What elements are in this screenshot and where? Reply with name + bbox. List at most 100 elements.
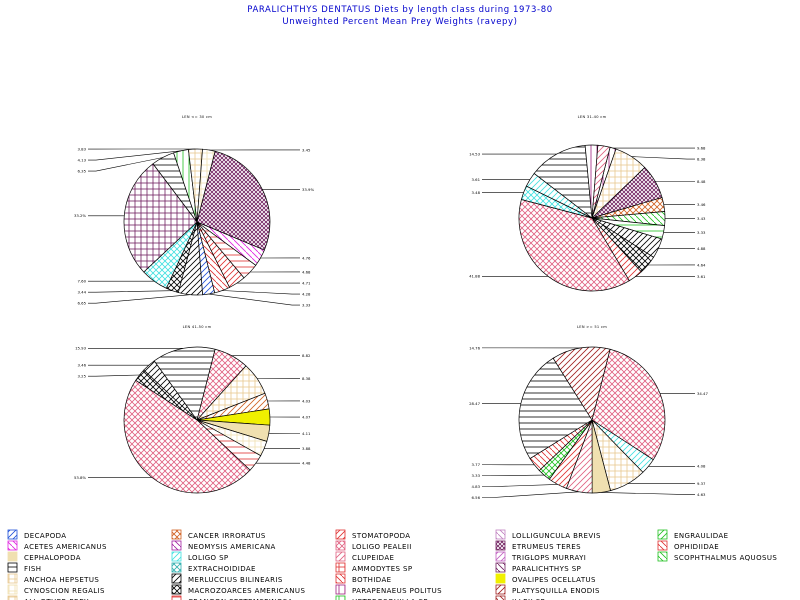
- legend-label: ETRUMEUS TERES: [512, 543, 581, 551]
- legend-label: ENGRAULIDAE: [674, 532, 728, 540]
- legend-swatch: [335, 529, 346, 540]
- legend-item: CANCER IRRORATUS: [171, 529, 266, 540]
- slice-label: 4.83: [472, 484, 481, 489]
- legend-label: CEPHALOPODA: [24, 554, 81, 562]
- legend-label: TRIGLOPS MURRAYI: [511, 554, 586, 562]
- legend-item: ALL OTHER PREY: [7, 595, 89, 600]
- legend-swatch: [7, 540, 18, 551]
- slice-label: 3.77: [472, 462, 481, 467]
- slice-label: 6.65: [78, 301, 87, 306]
- label-leader: [222, 290, 300, 295]
- label-leader: [88, 290, 173, 293]
- pie-slice: [591, 348, 666, 461]
- slice-label: 3.33: [472, 473, 481, 478]
- legend-item: ENGRAULIDAE: [657, 529, 728, 540]
- pie-title: LEN <= 30 cm: [182, 115, 212, 119]
- legend-item: CYNOSCION REGALIS: [7, 584, 105, 595]
- legend-label: DECAPODA: [24, 532, 66, 540]
- slice-label: 3.45: [302, 147, 311, 152]
- legend-item: EXTRACHOIDIDAE: [171, 562, 256, 573]
- legend-item: PARALICHTHYS SP: [495, 562, 581, 573]
- slice-label: 6.56: [472, 495, 481, 500]
- slice-label: 4.11: [302, 431, 311, 436]
- legend-swatch: [171, 573, 182, 584]
- label-leader: [482, 474, 545, 477]
- legend-item: CEPHALOPODA: [7, 551, 81, 562]
- legend-label: HETEROSQUILLA SP: [352, 598, 428, 600]
- slice-label: 3.25: [78, 374, 87, 379]
- legend-swatch: [495, 551, 506, 562]
- slice-label: 4.48: [302, 461, 311, 466]
- legend-label: CANCER IRRORATUS: [188, 532, 266, 540]
- slice-label: 4.64: [697, 262, 706, 267]
- legend-swatch: [7, 573, 18, 584]
- legend-swatch: [657, 551, 668, 562]
- legend-item: LOLIGO SP: [171, 551, 228, 562]
- legend-label: FISH: [24, 565, 41, 573]
- legend-label: ILLEX SP: [512, 598, 545, 600]
- legend-swatch: [335, 584, 346, 595]
- legend-label: MERLUCCIUS BILINEARIS: [188, 576, 283, 584]
- slice-label: 41.88: [469, 274, 480, 279]
- legend-swatch: [7, 551, 18, 562]
- legend-swatch: [495, 595, 506, 600]
- legend-item: PLATYSQUILLA ENODIS: [495, 584, 600, 595]
- legend-item: TRIGLOPS MURRAYI: [495, 551, 586, 562]
- legend-swatch: [171, 595, 182, 600]
- legend-item: FISH: [7, 562, 41, 573]
- legend-item: AMMODYTES SP: [335, 562, 412, 573]
- legend-swatch: [495, 573, 506, 584]
- legend-item: ANCHOA HEPSETUS: [7, 573, 99, 584]
- legend-swatch: [335, 551, 346, 562]
- legend-label: CRANGON SEPTEMSPINOSA: [188, 598, 293, 600]
- legend-item: SCOPHTHALMUS AQUOSUS: [657, 551, 777, 562]
- slice-label: 3.88: [302, 446, 311, 451]
- slice-label: 3.48: [472, 190, 481, 195]
- legend-label: LOLIGO PEALEII: [352, 543, 412, 551]
- slice-label: 3.33: [302, 302, 311, 307]
- legend-swatch: [7, 562, 18, 573]
- slice-label: 3.33: [697, 230, 706, 235]
- legend-item: CRANGON SEPTEMSPINOSA: [171, 595, 293, 600]
- legend-swatch: [171, 540, 182, 551]
- legend-item: ETRUMEUS TERES: [495, 540, 581, 551]
- pie-slice: [153, 346, 216, 421]
- legend-item: OPHIDIIDAE: [657, 540, 719, 551]
- legend-swatch: [495, 584, 506, 595]
- slice-label: 3.43: [697, 216, 706, 221]
- slice-label: 53.8%: [74, 475, 86, 480]
- legend-swatch: [7, 529, 18, 540]
- legend-label: CYNOSCION REGALIS: [24, 587, 105, 595]
- slice-label: 8.48: [697, 179, 706, 184]
- slice-label: 4.28: [302, 291, 311, 296]
- label-leader: [482, 484, 558, 488]
- legend-label: PARAPENAEUS POLITUS: [352, 587, 442, 595]
- slice-label: 14.53: [469, 151, 480, 156]
- slice-label: 3.61: [472, 177, 481, 182]
- label-leader: [88, 150, 181, 161]
- legend-swatch: [171, 584, 182, 595]
- slice-label: 6.35: [78, 168, 87, 173]
- legend-item: ILLEX SP: [495, 595, 545, 600]
- label-leader: [88, 374, 140, 377]
- label-leader: [208, 293, 300, 306]
- slice-label: 4.13: [78, 157, 87, 162]
- pie-slice: [518, 199, 630, 292]
- label-leader: [88, 157, 163, 172]
- legend-swatch: [657, 540, 668, 551]
- label-leader: [631, 156, 695, 160]
- pie-chart-1: LEN <= 30 cm 3.45 33.9% 4.76 4.68 4.71 4.28 3.3…: [74, 115, 315, 307]
- slice-label: 3.44: [78, 290, 87, 295]
- pie-slice: [591, 144, 611, 219]
- slice-label: 8.38: [302, 376, 311, 381]
- legend-swatch: [335, 540, 346, 551]
- legend-item: MERLUCCIUS BILINEARIS: [171, 573, 283, 584]
- legend-item: LOLLIGUNCULA BREVIS: [495, 529, 601, 540]
- slice-label: 9.68: [697, 145, 706, 150]
- legend-swatch: [335, 573, 346, 584]
- pie-chart-4: LEN >= 51 cm 34.47 4.08 9.37 4.63 14.76 28.47 3…: [469, 325, 708, 500]
- legend-item: DECAPODA: [7, 529, 66, 540]
- legend-swatch: [171, 529, 182, 540]
- legend-label: EXTRACHOIDIDAE: [188, 565, 256, 573]
